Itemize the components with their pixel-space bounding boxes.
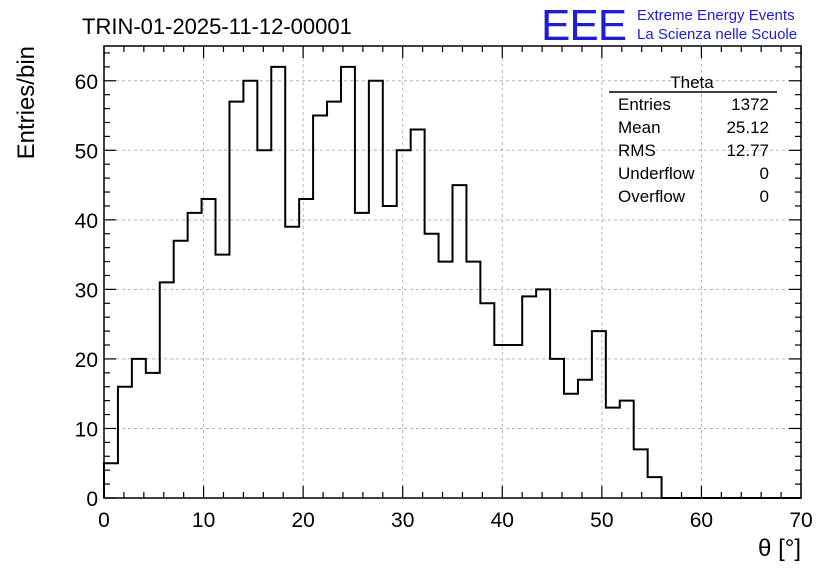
logo-line-2: La Scienza nelle Scuole (637, 26, 797, 43)
y-tick-label: 60 (75, 71, 98, 94)
y-tick-label: 0 (86, 488, 98, 511)
histogram-bin (174, 241, 188, 498)
logo-line-1: Extreme Energy Events (637, 7, 795, 24)
histogram-bin (146, 373, 160, 498)
histogram-bin (243, 81, 257, 498)
histogram-bin (480, 303, 494, 498)
stats-value: 0 (760, 187, 769, 206)
y-tick-label: 40 (75, 210, 98, 233)
histogram-bin (257, 150, 271, 498)
histogram-bin (494, 345, 508, 498)
y-tick-label: 10 (75, 418, 98, 441)
tick-labels: 0 10 20 30 40 50 60 70 0 10 20 30 40 50 60 (75, 71, 813, 532)
histogram-bin (285, 227, 299, 498)
histogram-bin (341, 67, 355, 498)
x-tick-label: 40 (491, 509, 514, 532)
axis-ticks (103, 46, 802, 499)
eee-logo-mark: EEE (541, 1, 626, 50)
x-tick-label: 20 (291, 509, 314, 532)
x-axis-title: θ [°] (758, 535, 801, 562)
histogram-bin (271, 67, 285, 498)
histogram-bin (132, 359, 146, 498)
x-tick-label: 0 (98, 509, 110, 532)
histogram-bin (466, 262, 480, 498)
histogram-bin (369, 81, 383, 498)
x-tick-label: 30 (391, 509, 414, 532)
stats-value: 1372 (731, 95, 769, 114)
histogram-bin (299, 199, 313, 498)
stats-box: Theta Entries 1372 Mean 25.12 RMS 12.77 Underf… (609, 73, 777, 206)
stats-value: 0 (760, 164, 769, 183)
y-tick-label: 50 (75, 140, 98, 163)
histogram-bin (550, 359, 564, 498)
x-tick-label: 70 (789, 509, 812, 532)
stats-value: 25.12 (726, 118, 769, 137)
x-tick-label: 50 (590, 509, 613, 532)
histogram-series (103, 65, 801, 499)
stats-label: RMS (618, 141, 656, 160)
histogram-bin (229, 102, 243, 498)
histogram-bin (648, 477, 662, 498)
histogram-bin (634, 449, 648, 498)
histogram-bin (202, 199, 216, 498)
chart-title: TRIN-01-2025-11-12-00001 (82, 14, 352, 39)
x-tick-label: 60 (690, 509, 713, 532)
y-tick-label: 30 (75, 279, 98, 302)
histogram-bin (620, 401, 634, 498)
stats-value: 12.77 (726, 141, 769, 160)
histogram-bin (313, 116, 327, 498)
histogram-bin (327, 102, 341, 498)
histogram-bin (453, 185, 467, 498)
histogram-bin (592, 331, 606, 498)
histogram-bin (383, 206, 397, 498)
plot-frame (103, 45, 802, 499)
histogram-bins (104, 67, 662, 498)
histogram-bin (439, 262, 453, 498)
histogram-bin (188, 213, 202, 498)
histogram-bin (216, 255, 230, 498)
y-tick-label: 20 (75, 349, 98, 372)
histogram-bin (508, 345, 522, 498)
stats-label: Entries (618, 95, 671, 114)
histogram-bin (536, 289, 550, 498)
stats-box-title: Theta (670, 73, 714, 92)
stats-label: Overflow (618, 187, 686, 206)
histogram-bin (397, 150, 411, 498)
eee-logo: EEE Extreme Energy Events La Scienza nel… (541, 1, 797, 50)
histogram-bin (564, 394, 578, 498)
stats-label: Mean (618, 118, 661, 137)
histogram-bin (104, 463, 118, 498)
histogram-bin (425, 234, 439, 498)
histogram-bin (606, 408, 620, 498)
x-tick-label: 10 (192, 509, 215, 532)
histogram-bin (160, 282, 174, 498)
histogram-bin (118, 387, 132, 498)
histogram-bin (522, 296, 536, 498)
histogram-bin (355, 213, 369, 498)
stats-label: Underflow (618, 164, 695, 183)
histogram-bin (411, 129, 425, 498)
histogram-bin (578, 380, 592, 498)
y-axis-title: Entries/bin (13, 46, 40, 159)
